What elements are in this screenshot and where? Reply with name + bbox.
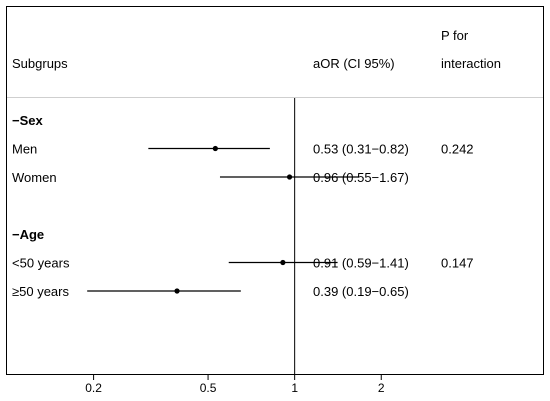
or-point: [286, 174, 293, 180]
group-label: −Age: [12, 227, 44, 242]
row-label: Women: [12, 170, 57, 185]
forest-rows: −Sex Men 0.53 (0.31−0.82) 0.242 Women 0.96 (0…: [12, 113, 474, 299]
or-ci-value: 0.91 (0.59−1.41): [313, 256, 409, 271]
x-tick-label: 1: [291, 381, 298, 395]
header-subgroup: Subgrups: [12, 56, 68, 71]
row-label: Men: [12, 142, 37, 157]
group-label: −Sex: [12, 113, 43, 128]
or-point: [212, 145, 218, 152]
x-tick-label: 0.5: [200, 381, 217, 395]
header-p-line1: P for: [441, 28, 469, 43]
or-point: [280, 259, 286, 266]
header-p-line2: interaction: [441, 56, 501, 71]
p-interaction-value: 0.242: [441, 142, 474, 157]
x-axis: 0.2 0.5 1 2: [85, 375, 385, 395]
or-ci-value: 0.39 (0.19−0.65): [313, 284, 409, 299]
p-interaction-value: 0.147: [441, 256, 474, 271]
or-ci-value: 0.96 (0.55−1.67): [313, 170, 409, 185]
plot-frame: [6, 6, 544, 375]
row-label: ≥50 years: [12, 284, 69, 299]
x-tick-label: 2: [378, 381, 385, 395]
header-or-ci: aOR (CI 95%): [313, 56, 395, 71]
row-label: <50 years: [12, 256, 70, 271]
or-ci-value: 0.53 (0.31−0.82): [313, 142, 409, 157]
x-tick-label: 0.2: [85, 381, 102, 395]
or-point: [174, 288, 180, 294]
